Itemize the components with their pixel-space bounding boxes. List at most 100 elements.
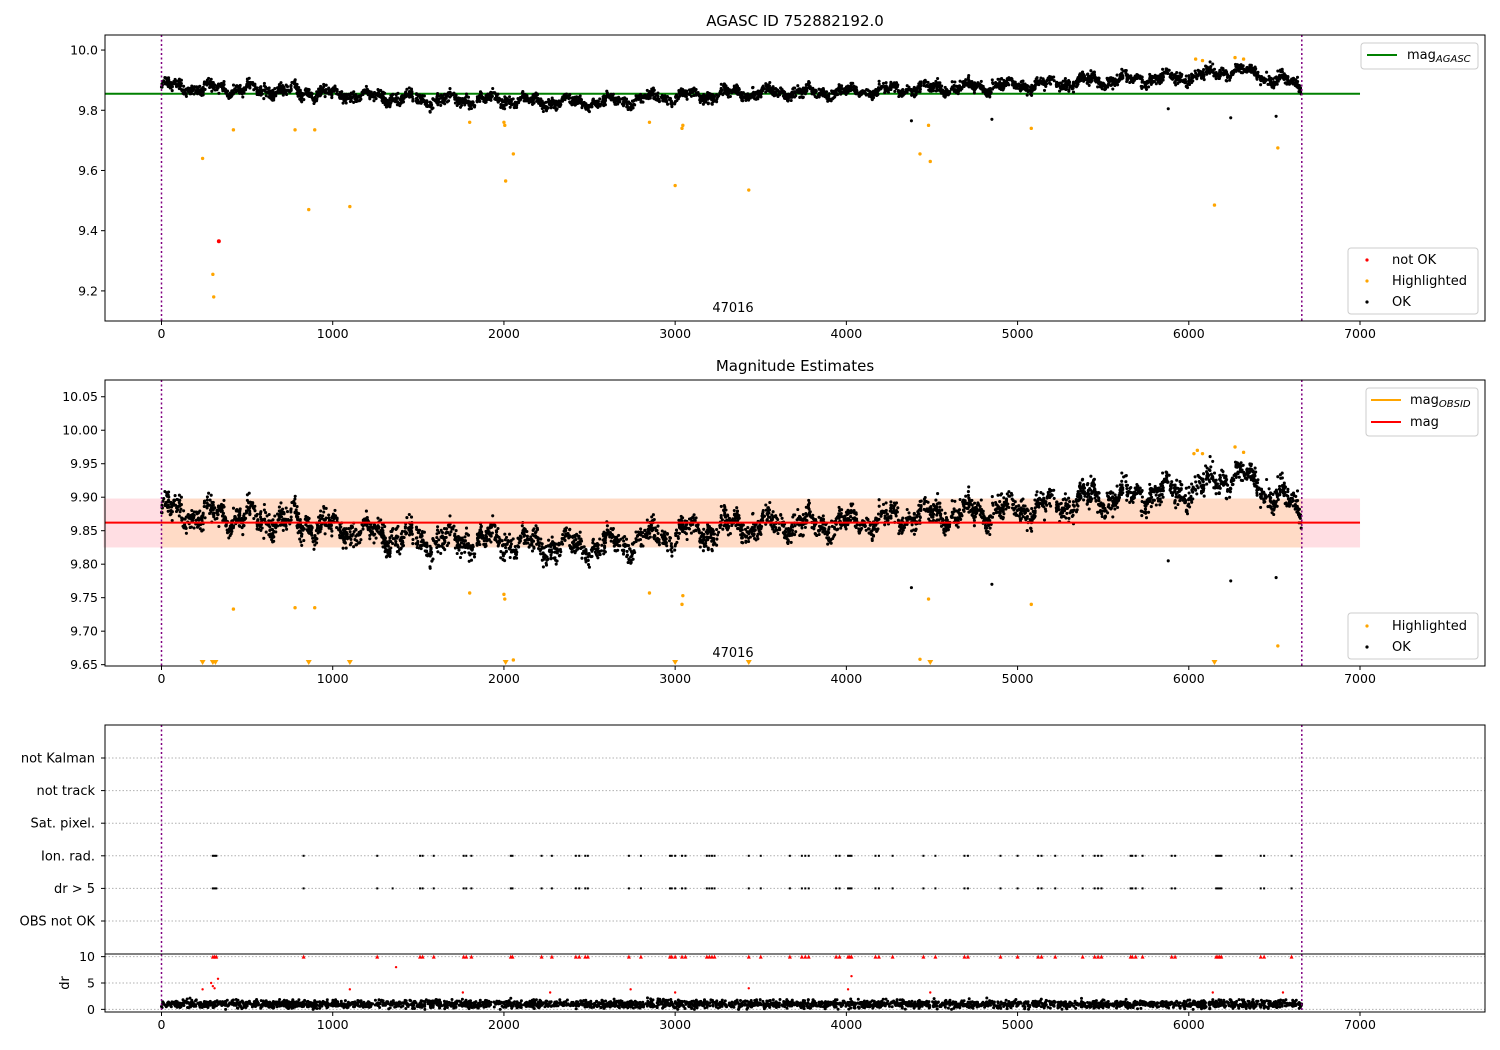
- agasc-ok-point: [1077, 77, 1081, 81]
- estimates-ok-point: [241, 533, 245, 537]
- agasc-ok-point: [1224, 69, 1228, 73]
- agasc-ok-point: [204, 82, 208, 86]
- agasc-ok-point: [380, 92, 384, 96]
- agasc-highlighted-point: [1029, 126, 1033, 131]
- agasc-ok-point: [437, 94, 441, 98]
- agasc-ok-point: [692, 86, 696, 90]
- agasc-ok-point: [706, 90, 710, 95]
- agasc-ok-point: [602, 97, 606, 102]
- agasc-ok-point: [208, 84, 213, 88]
- agasc-ok-point: [1021, 79, 1025, 83]
- agasc-ok-point: [645, 94, 649, 98]
- agasc-ok-point: [322, 83, 326, 87]
- agasc-ok-point: [1068, 80, 1072, 84]
- agasc-ok-point: [950, 80, 954, 84]
- agasc-ok-point: [751, 95, 755, 100]
- agasc-xtick-label: 3000: [659, 326, 691, 341]
- agasc-xtick-label: 6000: [1173, 326, 1205, 341]
- agasc-ok-point: [289, 83, 293, 87]
- agasc-ok-point: [305, 89, 309, 93]
- agasc-ok-point: [881, 84, 885, 89]
- agasc-ok-point: [701, 102, 705, 106]
- agasc-ok-point: [685, 97, 689, 101]
- agasc-ok-point: [1148, 72, 1152, 76]
- agasc-ok-point: [733, 87, 738, 91]
- agasc-ok-point: [502, 99, 506, 104]
- agasc-ok-point: [936, 76, 940, 81]
- agasc-ok-point: [669, 102, 673, 106]
- agasc-ok-outlier: [1274, 114, 1278, 118]
- agasc-ok-point: [901, 92, 905, 96]
- agasc-ok-point: [409, 92, 413, 97]
- agasc-ok-point: [963, 80, 967, 84]
- agasc-ok-point: [885, 86, 889, 90]
- estimates-ok-point: [668, 536, 673, 540]
- agasc-ok-point: [1156, 80, 1160, 84]
- agasc-ok-point: [388, 98, 392, 102]
- estimates-ok-point: [764, 503, 768, 507]
- legend-highlighted-marker: [1365, 279, 1369, 283]
- agasc-ok-point: [1091, 71, 1095, 75]
- agasc-ok-point: [947, 91, 951, 95]
- agasc-ok-point: [177, 87, 181, 91]
- agasc-ok-point: [282, 89, 286, 93]
- agasc-ok-point: [838, 90, 842, 94]
- estimates-ok-point: [1150, 501, 1154, 505]
- agasc-ok-point: [205, 78, 209, 82]
- agasc-ok-point: [1157, 75, 1161, 79]
- agasc-ok-point: [786, 92, 791, 96]
- agasc-ok-point: [540, 106, 544, 111]
- agasc-ok-point: [741, 99, 745, 103]
- agasc-ok-point: [257, 91, 261, 95]
- agasc-ok-point: [405, 87, 409, 91]
- estimates-ok-point: [1195, 492, 1199, 496]
- agasc-ok-point: [1076, 82, 1080, 86]
- estimates-ok-point: [1089, 474, 1093, 478]
- agasc-ok-point: [999, 77, 1003, 81]
- estimates-ok-point: [1120, 471, 1124, 475]
- estimates-ok-point: [811, 513, 815, 517]
- agasc-ok-point: [623, 96, 627, 100]
- agasc-ok-point: [1226, 75, 1230, 79]
- agasc-ok-point: [912, 95, 916, 99]
- agasc-ok-outlier: [1229, 116, 1233, 120]
- agasc-ok-point: [550, 96, 554, 100]
- agasc-ok-point: [900, 88, 904, 93]
- agasc-ok-point: [929, 83, 933, 87]
- agasc-ok-point: [670, 105, 674, 109]
- agasc-xtick-label: 2000: [488, 326, 520, 341]
- agasc-ok-point: [1031, 88, 1036, 92]
- agasc-ok-point: [990, 78, 994, 82]
- agasc-ok-point: [938, 86, 943, 90]
- agasc-ok-point: [1052, 75, 1056, 79]
- agasc-ok-point: [833, 95, 837, 99]
- agasc-ok-point: [1165, 71, 1169, 75]
- agasc-ok-point: [419, 101, 423, 105]
- agasc-ok-point: [1026, 89, 1030, 94]
- agasc-ok-point: [801, 95, 805, 99]
- agasc-ok-point: [513, 100, 517, 104]
- agasc-ok-point: [980, 87, 984, 92]
- agasc-ok-point: [1055, 84, 1059, 88]
- agasc-ok-point: [1064, 87, 1068, 92]
- agasc-ok-point: [1063, 77, 1067, 81]
- agasc-ok-point: [354, 93, 358, 97]
- agasc-ok-point: [398, 101, 402, 106]
- agasc-ok-point: [884, 81, 888, 85]
- estimates-ok-point: [1140, 514, 1144, 518]
- agasc-ok-point: [598, 102, 602, 107]
- agasc-ok-point: [534, 91, 538, 95]
- agasc-ok-point: [499, 103, 503, 107]
- agasc-ok-point: [478, 93, 482, 97]
- agasc-ok-point: [1109, 79, 1113, 83]
- estimates-ok-point: [905, 507, 909, 512]
- agasc-ok-point: [549, 106, 553, 110]
- agasc-ok-point: [266, 91, 270, 95]
- agasc-ok-point: [1101, 81, 1105, 85]
- agasc-ok-point: [425, 100, 429, 105]
- agasc-ok-point: [793, 90, 797, 94]
- agasc-ok-point: [1025, 83, 1029, 88]
- agasc-ok-point: [805, 86, 809, 90]
- agasc-ok-point: [1211, 70, 1215, 74]
- agasc-ok-point: [342, 97, 346, 102]
